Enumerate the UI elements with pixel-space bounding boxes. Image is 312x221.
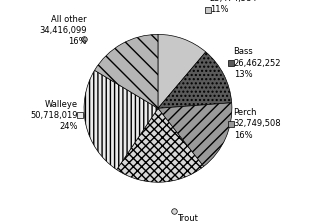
Text: Trout
42,016,434
20%: Trout 42,016,434 20%	[177, 214, 225, 221]
Text: Northern
Pike
23,474,584
11%: Northern Pike 23,474,584 11%	[210, 0, 257, 14]
Wedge shape	[158, 103, 232, 166]
Text: All other
34,416,099
16%: All other 34,416,099 16%	[39, 15, 87, 46]
Wedge shape	[84, 70, 158, 170]
Wedge shape	[117, 108, 204, 182]
Wedge shape	[158, 34, 206, 108]
Text: Perch
32,749,508
16%: Perch 32,749,508 16%	[234, 108, 281, 140]
Wedge shape	[95, 34, 158, 108]
Text: Walleye
50,718,019
24%: Walleye 50,718,019 24%	[31, 100, 78, 131]
Text: Bass
26,462,252
13%: Bass 26,462,252 13%	[234, 48, 281, 79]
Wedge shape	[158, 52, 232, 108]
